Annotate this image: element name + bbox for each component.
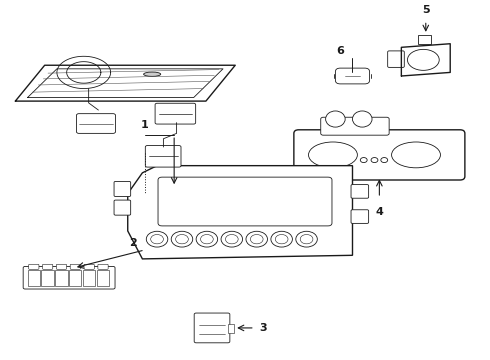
- Circle shape: [381, 158, 388, 163]
- Bar: [418, 35, 431, 44]
- Circle shape: [171, 231, 193, 247]
- Circle shape: [151, 234, 163, 244]
- Ellipse shape: [309, 142, 357, 168]
- Bar: [27, 270, 40, 286]
- FancyBboxPatch shape: [321, 117, 389, 135]
- Ellipse shape: [326, 111, 345, 127]
- Circle shape: [147, 231, 168, 247]
- FancyBboxPatch shape: [155, 103, 196, 124]
- FancyBboxPatch shape: [56, 264, 67, 269]
- Bar: [55, 270, 68, 286]
- FancyBboxPatch shape: [146, 145, 181, 167]
- Circle shape: [175, 234, 188, 244]
- Circle shape: [271, 231, 293, 247]
- Ellipse shape: [392, 142, 441, 168]
- Bar: [97, 270, 109, 286]
- FancyBboxPatch shape: [70, 264, 80, 269]
- Ellipse shape: [408, 49, 439, 70]
- Circle shape: [200, 234, 213, 244]
- Text: 5: 5: [422, 5, 430, 15]
- Circle shape: [221, 231, 243, 247]
- FancyBboxPatch shape: [351, 185, 368, 198]
- Bar: [42, 270, 54, 286]
- FancyBboxPatch shape: [76, 114, 116, 134]
- FancyBboxPatch shape: [335, 68, 369, 84]
- Text: 3: 3: [260, 323, 267, 333]
- Text: 6: 6: [336, 46, 344, 57]
- FancyBboxPatch shape: [23, 266, 115, 289]
- FancyBboxPatch shape: [294, 130, 465, 180]
- FancyBboxPatch shape: [388, 51, 404, 67]
- FancyBboxPatch shape: [84, 264, 94, 269]
- Circle shape: [275, 234, 288, 244]
- Bar: [69, 270, 81, 286]
- Polygon shape: [128, 166, 352, 259]
- Circle shape: [360, 158, 367, 163]
- Circle shape: [246, 231, 268, 247]
- Circle shape: [250, 234, 263, 244]
- Bar: [228, 324, 234, 333]
- FancyBboxPatch shape: [98, 264, 108, 269]
- FancyBboxPatch shape: [29, 264, 39, 269]
- FancyBboxPatch shape: [194, 313, 230, 343]
- Text: 4: 4: [375, 207, 383, 217]
- Text: 1: 1: [141, 120, 148, 130]
- Text: 2: 2: [129, 238, 137, 248]
- Circle shape: [300, 234, 313, 244]
- FancyBboxPatch shape: [158, 177, 332, 226]
- Ellipse shape: [144, 72, 161, 76]
- FancyBboxPatch shape: [351, 210, 368, 224]
- Circle shape: [296, 231, 318, 247]
- FancyBboxPatch shape: [114, 200, 131, 215]
- Circle shape: [371, 158, 378, 163]
- Ellipse shape: [352, 111, 372, 127]
- Circle shape: [196, 231, 218, 247]
- FancyBboxPatch shape: [43, 264, 53, 269]
- FancyBboxPatch shape: [114, 181, 131, 197]
- Bar: [83, 270, 96, 286]
- Circle shape: [225, 234, 238, 244]
